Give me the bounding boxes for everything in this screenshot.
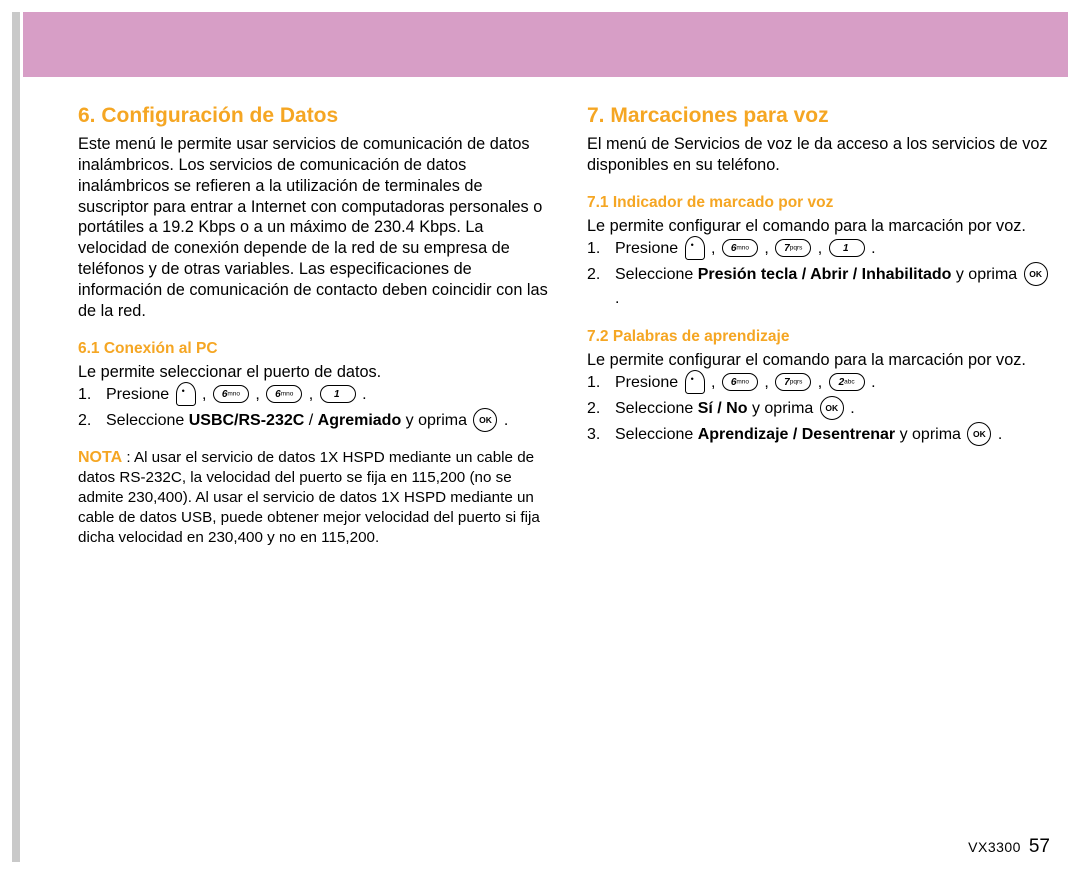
model-label: VX3300 <box>968 839 1021 855</box>
keypad-6-icon: 6mno <box>722 373 758 391</box>
softkey-icon <box>685 370 705 394</box>
step-text: y oprima <box>748 400 818 417</box>
ok-button-icon <box>820 396 844 420</box>
keypad-1-icon: 1 <box>829 239 865 257</box>
step-text: Presione <box>106 386 174 403</box>
section-7-1-steps: 1. Presione , 6mno , 7pqrs , 1 . 2. Sele… <box>587 237 1058 310</box>
step-number: 2. <box>587 263 600 286</box>
note-text: : Al usar el servicio de datos 1X HSPD m… <box>78 449 540 546</box>
keypad-6-icon: 6mno <box>266 385 302 403</box>
step-text: Presione <box>615 374 683 391</box>
page-number: 57 <box>1029 836 1050 857</box>
keypad-2-icon: 2abc <box>829 373 865 391</box>
list-item: 2. Seleccione Presión tecla / Abrir / In… <box>587 263 1058 310</box>
header-bar <box>23 12 1068 77</box>
softkey-icon <box>685 236 705 260</box>
bold-option: USBC/RS-232C <box>189 412 305 429</box>
step-text: Seleccione <box>106 412 189 429</box>
bold-option: Agremiado <box>318 412 402 429</box>
list-item: 2. Seleccione USBC/RS-232C / Agremiado y… <box>78 409 549 433</box>
ok-button-icon <box>1024 262 1048 286</box>
note-label: NOTA <box>78 449 122 466</box>
step-text: Presione <box>615 240 683 257</box>
keypad-7-icon: 7pqrs <box>775 239 811 257</box>
content-area: 6. Configuración de Datos Este menú le p… <box>78 104 1058 548</box>
softkey-icon <box>176 382 196 406</box>
sep: / <box>304 412 317 429</box>
section-7-2-steps: 1. Presione , 6mno , 7pqrs , 2abc . 2. S… <box>587 371 1058 447</box>
step-text: Seleccione <box>615 400 698 417</box>
section-7-2-lead: Le permite configurar el comando para la… <box>587 350 1058 371</box>
keypad-7-icon: 7pqrs <box>775 373 811 391</box>
section-7-1-heading: 7.1 Indicador de marcado por voz <box>587 194 1058 212</box>
section-6-1-note: NOTA : Al usar el servicio de datos 1X H… <box>78 447 549 548</box>
side-accent-bar <box>12 12 20 862</box>
step-number: 3. <box>587 423 600 446</box>
bold-option: Sí / No <box>698 400 748 417</box>
section-6-1-steps: 1. Presione , 6mno , 6mno , 1 . 2. Selec… <box>78 383 549 433</box>
keypad-1-icon: 1 <box>320 385 356 403</box>
right-column: 7. Marcaciones para voz El menú de Servi… <box>587 104 1058 548</box>
step-text: Seleccione <box>615 426 698 443</box>
step-number: 2. <box>587 397 600 420</box>
section-6-1-lead: Le permite seleccionar el puerto de dato… <box>78 362 549 383</box>
list-item: 3. Seleccione Aprendizaje / Desentrenar … <box>587 423 1058 447</box>
step-number: 1. <box>587 237 600 260</box>
step-text: Seleccione <box>615 266 698 283</box>
list-item: 1. Presione , 6mno , 7pqrs , 2abc . <box>587 371 1058 395</box>
left-column: 6. Configuración de Datos Este menú le p… <box>78 104 549 548</box>
page-footer: VX3300 57 <box>968 836 1050 858</box>
list-item: 2. Seleccione Sí / No y oprima . <box>587 397 1058 421</box>
list-item: 1. Presione , 6mno , 7pqrs , 1 . <box>587 237 1058 261</box>
section-6-intro: Este menú le permite usar servicios de c… <box>78 134 549 322</box>
step-number: 1. <box>587 371 600 394</box>
section-7-1-lead: Le permite configurar el comando para la… <box>587 216 1058 237</box>
section-6-heading: 6. Configuración de Datos <box>78 104 549 128</box>
manual-page: 6. Configuración de Datos Este menú le p… <box>0 0 1080 872</box>
section-7-2-heading: 7.2 Palabras de aprendizaje <box>587 328 1058 346</box>
section-6-1-heading: 6.1 Conexión al PC <box>78 340 549 358</box>
step-number: 2. <box>78 409 91 432</box>
step-text: y oprima <box>895 426 965 443</box>
ok-button-icon <box>473 408 497 432</box>
bold-option: Presión tecla / Abrir / Inhabilitado <box>698 266 952 283</box>
section-7-intro: El menú de Servicios de voz le da acceso… <box>587 134 1058 176</box>
list-item: 1. Presione , 6mno , 6mno , 1 . <box>78 383 549 407</box>
keypad-6-icon: 6mno <box>722 239 758 257</box>
step-text: y oprima <box>401 412 471 429</box>
keypad-6-icon: 6mno <box>213 385 249 403</box>
step-text: y oprima <box>951 266 1021 283</box>
bold-option: Aprendizaje / Desentrenar <box>698 426 895 443</box>
ok-button-icon <box>967 422 991 446</box>
step-number: 1. <box>78 383 91 406</box>
section-7-heading: 7. Marcaciones para voz <box>587 104 1058 128</box>
